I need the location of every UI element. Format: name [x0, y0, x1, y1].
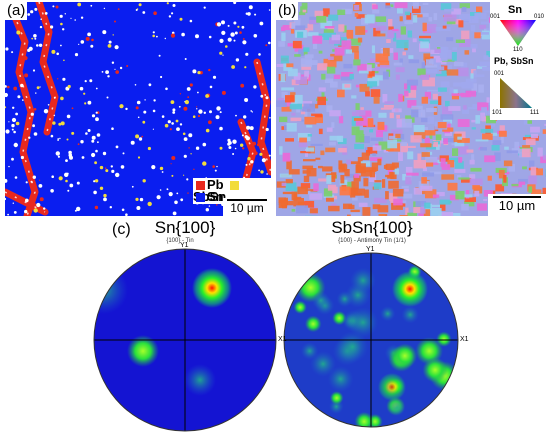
- phase-map: [5, 2, 271, 216]
- pole-figure-sbsn: [283, 252, 459, 428]
- phase-map-image: [5, 2, 271, 216]
- ipf-key-image: [500, 20, 536, 108]
- scale-bar-line: [227, 199, 267, 201]
- pb-swatch: [196, 181, 205, 191]
- panel-b-tag: (b): [276, 2, 299, 20]
- scale-bar-label: 10 µm: [230, 201, 264, 215]
- ipf-sn-title: Sn: [508, 4, 523, 16]
- ipf-sn-110: 110: [513, 47, 523, 53]
- scale-bar-b: 10 µm: [488, 194, 546, 216]
- sn-label: Sn: [207, 189, 224, 204]
- scale-bar-a: 10 µm: [223, 198, 271, 216]
- sbsn-y-axis-label: Y1: [366, 246, 375, 253]
- ipf-pb-111: 111: [530, 110, 540, 116]
- legend-row-2: Sn: [193, 189, 271, 204]
- sbsn-x-axis-label: X1: [460, 336, 469, 343]
- sn-x-axis-label: X1: [278, 336, 287, 343]
- ipf-key: Sn 001 010 110 Pb, SbSn 001 101 111: [490, 2, 546, 120]
- ipf-sn-010: 010: [534, 14, 545, 20]
- pole-figure-sn: [93, 248, 277, 432]
- ipf-pb-001: 001: [494, 71, 505, 77]
- sbsn-swatch: [230, 181, 240, 191]
- pb-label: Pb: [207, 177, 224, 192]
- legend-row-1: Pb SbSn: [193, 177, 271, 203]
- orientation-map-panel: (b) Sn 001 010 110 Pb, SbSn 001 101 111: [276, 2, 546, 216]
- panel-a-tag: (a): [5, 2, 28, 20]
- panel-c-tag: (c): [112, 221, 131, 239]
- ipf-pb-101: 101: [492, 110, 503, 116]
- sn-swatch: [196, 193, 205, 203]
- pole-figure-title-sn: Sn{100}: [154, 218, 216, 237]
- sn-y-axis-label: Y1: [180, 242, 189, 249]
- pole-figures: [93, 248, 459, 432]
- scale-bar-line: [493, 196, 541, 198]
- pole-figure-title-sbsn: SbSn{100}: [331, 218, 413, 237]
- pole-figure-subtitle-sbsn: {100} - Antimony Tin (1/1): [338, 238, 406, 244]
- scale-bar-label: 10 µm: [498, 198, 536, 213]
- pole-figure-subtitle-sn: {100} - Tin: [166, 238, 194, 244]
- phase-legend: Pb SbSn Sn: [193, 178, 271, 204]
- phase-map-panel: (a) Pb SbSn Sn 10 µm: [5, 2, 271, 216]
- ipf-sn-001: 001: [490, 14, 501, 20]
- ipf-pb-title: Pb, SbSn: [494, 56, 534, 66]
- orientation-map-image: [276, 2, 546, 216]
